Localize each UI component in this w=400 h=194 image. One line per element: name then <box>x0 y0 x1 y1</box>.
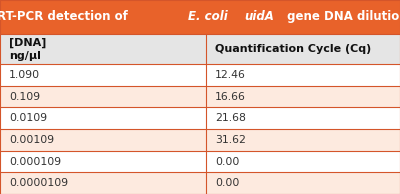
Text: 0.0000109: 0.0000109 <box>9 178 68 188</box>
Text: 0.000109: 0.000109 <box>9 157 61 166</box>
Text: [DNA]
ng/µl: [DNA] ng/µl <box>9 37 46 61</box>
Text: 0.00: 0.00 <box>215 157 239 166</box>
Text: 31.62: 31.62 <box>215 135 246 145</box>
Text: Quantification Cycle (Cq): Quantification Cycle (Cq) <box>215 44 371 54</box>
Bar <box>0 64 400 86</box>
Text: 0.0109: 0.0109 <box>9 113 47 123</box>
Bar <box>0 129 400 151</box>
Text: 12.46: 12.46 <box>215 70 246 80</box>
Text: gene DNA dilutions.: gene DNA dilutions. <box>283 10 400 23</box>
Text: 16.66: 16.66 <box>215 92 246 101</box>
Text: 0.00: 0.00 <box>215 178 239 188</box>
Text: uidA: uidA <box>244 10 274 23</box>
Text: E. coli: E. coli <box>188 10 228 23</box>
Text: Table 3. RT-PCR detection of: Table 3. RT-PCR detection of <box>0 10 132 23</box>
Text: 1.090: 1.090 <box>9 70 40 80</box>
Bar <box>0 151 400 172</box>
Bar <box>0 34 400 64</box>
Bar <box>0 172 400 194</box>
Bar <box>0 107 400 129</box>
Text: 0.109: 0.109 <box>9 92 40 101</box>
Text: 21.68: 21.68 <box>215 113 246 123</box>
Bar <box>0 0 400 34</box>
Bar <box>0 86 400 107</box>
Text: 0.00109: 0.00109 <box>9 135 54 145</box>
